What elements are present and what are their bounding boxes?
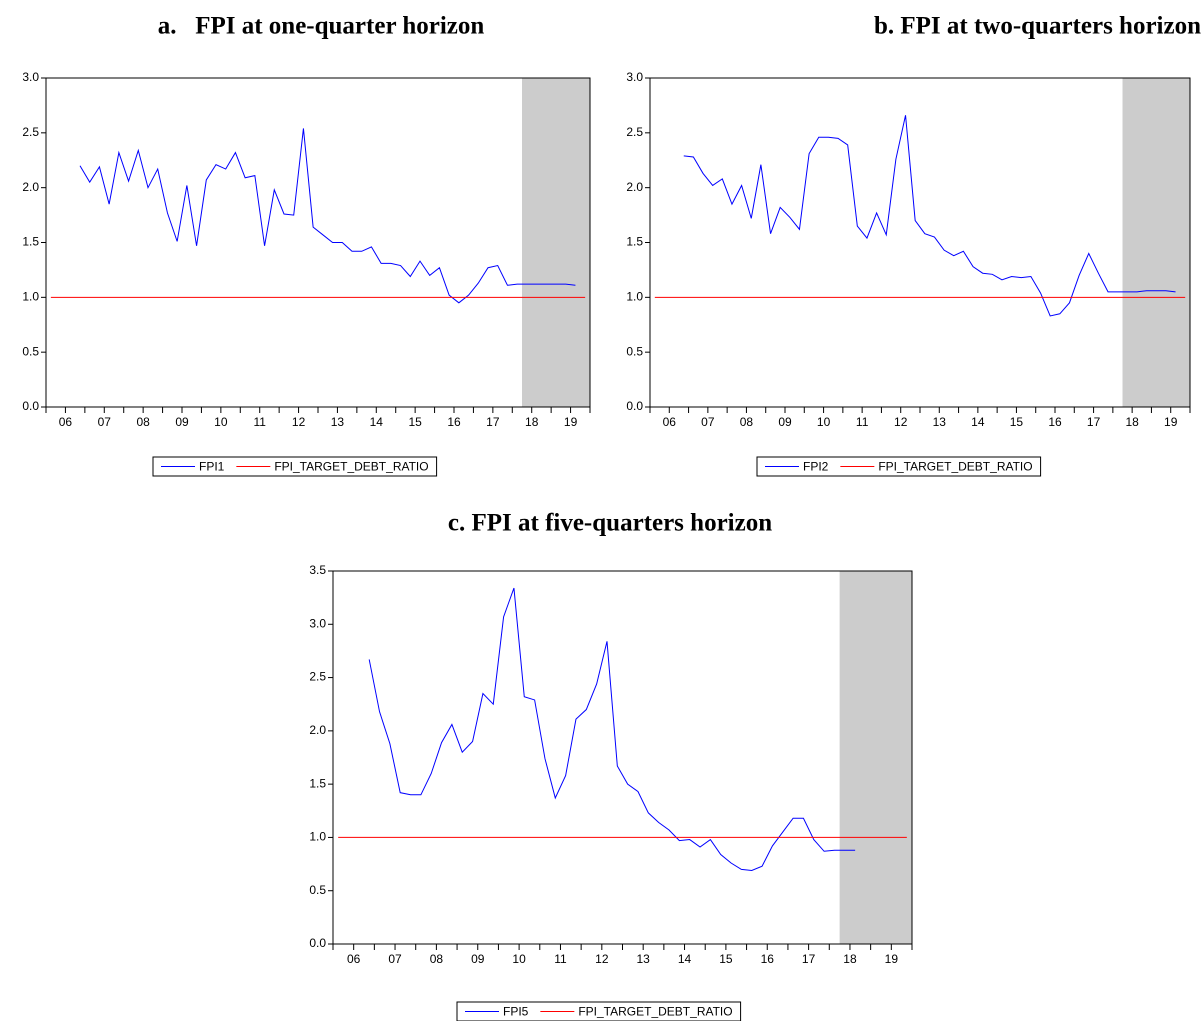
- x-tick-label: 09: [471, 952, 485, 966]
- legend: FPI1 FPI_TARGET_DEBT_RATIO: [152, 456, 438, 477]
- x-tick-label: 09: [778, 415, 792, 429]
- x-tick-label: 07: [98, 415, 112, 429]
- x-tick-label: 08: [430, 952, 444, 966]
- forecast-shade: [522, 78, 590, 407]
- y-tick-label: 0.5: [309, 883, 326, 897]
- x-tick-label: 12: [595, 952, 609, 966]
- y-tick-label: 0.0: [22, 399, 39, 413]
- legend-label: FPI1: [199, 460, 225, 474]
- plot-area: [46, 78, 590, 407]
- plot-area: [650, 78, 1190, 407]
- y-tick-label: 1.5: [309, 776, 326, 790]
- x-tick-label: 14: [678, 952, 692, 966]
- series-line: [79, 128, 576, 304]
- x-tick-label: 16: [447, 415, 461, 429]
- x-tick-label: 14: [971, 415, 985, 429]
- legend: FPI2 FPI_TARGET_DEBT_RATIO: [756, 456, 1042, 477]
- forecast-shade: [1122, 78, 1190, 407]
- legend-label: FPI_TARGET_DEBT_RATIO: [878, 460, 1032, 474]
- chart-title: a. FPI at one-quarter horizon: [158, 13, 485, 40]
- y-tick-label: 0.0: [626, 399, 643, 413]
- plot-frame: [649, 77, 1191, 408]
- x-tick-label: 09: [175, 415, 189, 429]
- y-tick-label: 3.0: [626, 70, 643, 84]
- x-tick-label: 10: [214, 415, 228, 429]
- y-tick-label: 2.0: [309, 723, 326, 737]
- legend-label: FPI_TARGET_DEBT_RATIO: [274, 460, 428, 474]
- y-tick-label: 1.0: [309, 830, 326, 844]
- chart-title: b. FPI at two-quarters horizon: [874, 13, 1201, 40]
- x-tick-label: 11: [554, 952, 567, 966]
- x-tick-label: 17: [486, 415, 500, 429]
- x-tick-label: 06: [663, 415, 677, 429]
- legend-box: [756, 456, 1042, 477]
- forecast-shade: [839, 571, 912, 944]
- x-tick-label: 19: [564, 415, 578, 429]
- x-tick-label: 19: [885, 952, 899, 966]
- y-tick-label: 3.5: [309, 563, 326, 577]
- x-tick-label: 07: [701, 415, 715, 429]
- y-tick-label: 1.5: [22, 235, 39, 249]
- y-tick-label: 0.0: [309, 936, 326, 950]
- y-tick-label: 2.5: [22, 125, 39, 139]
- plot-frame: [45, 77, 591, 408]
- x-tick-label: 12: [894, 415, 908, 429]
- x-tick-label: 13: [933, 415, 947, 429]
- x-tick-label: 06: [59, 415, 73, 429]
- plot-frame: [332, 570, 913, 945]
- x-tick-label: 16: [1048, 415, 1062, 429]
- legend: FPI5 FPI_TARGET_DEBT_RATIO: [456, 1001, 742, 1022]
- x-tick-label: 15: [719, 952, 733, 966]
- legend-label: FPI_TARGET_DEBT_RATIO: [578, 1005, 732, 1019]
- legend-label: FPI5: [503, 1005, 529, 1019]
- x-tick-label: 11: [253, 415, 266, 429]
- x-tick-label: 08: [740, 415, 754, 429]
- x-tick-label: 18: [525, 415, 539, 429]
- series-line: [368, 587, 856, 871]
- y-tick-label: 3.0: [309, 616, 326, 630]
- x-tick-label: 13: [636, 952, 650, 966]
- series-line: [683, 115, 1176, 317]
- x-tick-label: 18: [843, 952, 857, 966]
- x-tick-label: 17: [1087, 415, 1101, 429]
- y-tick-label: 3.0: [22, 70, 39, 84]
- chart-title: c. FPI at five-quarters horizon: [448, 510, 772, 537]
- y-tick-label: 1.5: [626, 235, 643, 249]
- x-tick-label: 10: [817, 415, 831, 429]
- y-tick-label: 2.0: [626, 180, 643, 194]
- plot-area: [333, 571, 912, 944]
- x-tick-label: 11: [856, 415, 869, 429]
- y-tick-label: 2.0: [22, 180, 39, 194]
- x-tick-label: 08: [136, 415, 150, 429]
- x-tick-label: 18: [1125, 415, 1139, 429]
- x-tick-label: 15: [408, 415, 422, 429]
- x-tick-label: 17: [802, 952, 816, 966]
- y-tick-label: 1.0: [22, 290, 39, 304]
- y-tick-label: 2.5: [309, 670, 326, 684]
- legend-label: FPI2: [803, 460, 829, 474]
- x-tick-label: 15: [1010, 415, 1024, 429]
- y-tick-label: 0.5: [626, 344, 643, 358]
- y-tick-label: 1.0: [626, 290, 643, 304]
- x-tick-label: 12: [292, 415, 306, 429]
- y-tick-label: 2.5: [626, 125, 643, 139]
- x-tick-label: 10: [512, 952, 526, 966]
- y-tick-label: 0.5: [22, 344, 39, 358]
- x-tick-label: 14: [370, 415, 384, 429]
- legend-box: [152, 456, 438, 477]
- x-tick-label: 19: [1164, 415, 1178, 429]
- x-tick-label: 06: [347, 952, 361, 966]
- x-tick-label: 16: [761, 952, 775, 966]
- x-tick-label: 13: [331, 415, 345, 429]
- x-tick-label: 07: [388, 952, 402, 966]
